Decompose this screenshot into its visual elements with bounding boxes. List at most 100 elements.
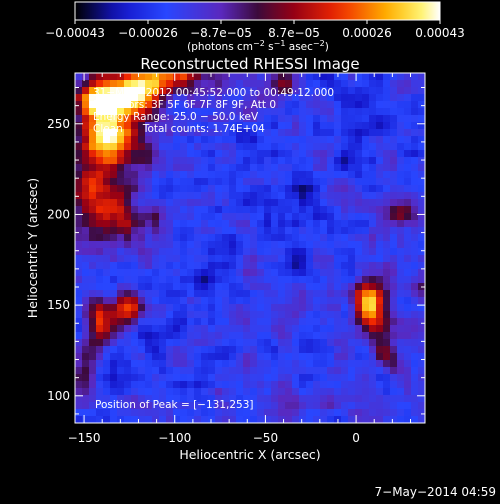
heatmap-cell — [348, 213, 356, 221]
heatmap-cell — [327, 374, 335, 382]
heatmap-cell — [103, 262, 111, 270]
heatmap-cell — [369, 94, 377, 102]
heatmap-cell — [278, 388, 286, 396]
heatmap-cell — [404, 311, 412, 319]
heatmap-cell — [201, 367, 209, 375]
heatmap-cell — [124, 122, 132, 130]
heatmap-cell — [215, 206, 223, 214]
heatmap-cell — [313, 297, 321, 305]
heatmap-cell — [306, 178, 314, 186]
heatmap-cell — [194, 199, 202, 207]
heatmap-cell — [397, 255, 405, 263]
heatmap-cell — [75, 290, 83, 298]
heatmap-cell — [131, 416, 139, 423]
colorbar-gradient — [74, 1, 441, 21]
heatmap-cell — [82, 185, 90, 193]
heatmap-cell — [383, 80, 391, 88]
heatmap-cell — [404, 388, 412, 396]
heatmap-cell — [383, 416, 391, 423]
heatmap-cell — [348, 234, 356, 242]
heatmap-cell — [152, 80, 160, 88]
heatmap-cell — [96, 388, 104, 396]
heatmap-cell — [194, 367, 202, 375]
heatmap-cell — [376, 101, 384, 109]
heatmap-cell — [145, 206, 153, 214]
heatmap-cell — [257, 339, 265, 347]
heatmap-cell — [124, 360, 132, 368]
heatmap-cell — [89, 346, 97, 354]
heatmap-cell — [369, 80, 377, 88]
heatmap-cell — [285, 276, 293, 284]
heatmap-cell — [299, 402, 307, 410]
heatmap-cell — [292, 108, 300, 116]
heatmap-cell — [131, 395, 139, 403]
heatmap-cell — [131, 409, 139, 417]
heatmap-cell — [299, 255, 307, 263]
heatmap-cell — [320, 409, 328, 417]
heatmap-cell — [82, 136, 90, 144]
heatmap-cell — [369, 150, 377, 158]
heatmap-cell — [201, 192, 209, 200]
heatmap-cell — [236, 388, 244, 396]
heatmap-cell — [201, 388, 209, 396]
heatmap-cell — [299, 136, 307, 144]
heatmap-cell — [110, 164, 118, 172]
heatmap-cell — [376, 241, 384, 249]
heatmap-cell — [285, 318, 293, 326]
heatmap-cell — [404, 290, 412, 298]
heatmap-cell — [257, 157, 265, 165]
heatmap-cell — [299, 332, 307, 340]
heatmap-cell — [96, 227, 104, 235]
heatmap-cell — [82, 192, 90, 200]
heatmap-cell — [376, 115, 384, 123]
heatmap-cell — [82, 283, 90, 291]
heatmap-cell — [236, 192, 244, 200]
heatmap-cell — [89, 206, 97, 214]
heatmap-cell — [131, 367, 139, 375]
heatmap-cell — [145, 262, 153, 270]
heatmap-cell — [166, 136, 174, 144]
heatmap-cell — [355, 283, 363, 291]
heatmap-cell — [334, 248, 342, 256]
heatmap-cell — [173, 304, 181, 312]
heatmap-cell — [376, 311, 384, 319]
heatmap-cell — [145, 150, 153, 158]
heatmap-cell — [418, 171, 425, 179]
heatmap-cell — [299, 297, 307, 305]
heatmap-cell — [222, 234, 230, 242]
heatmap-cell — [96, 129, 104, 137]
heatmap-cell — [89, 150, 97, 158]
heatmap-cell — [222, 101, 230, 109]
heatmap-cell — [173, 409, 181, 417]
heatmap-cell — [152, 115, 160, 123]
heatmap-cell — [334, 304, 342, 312]
heatmap-cell — [257, 220, 265, 228]
heatmap-cell — [348, 171, 356, 179]
heatmap-cell — [313, 101, 321, 109]
heatmap-cell — [201, 234, 209, 242]
heatmap-cell — [117, 101, 125, 109]
heatmap-cell — [299, 220, 307, 228]
heatmap-cell — [152, 101, 160, 109]
heatmap-cell — [152, 304, 160, 312]
heatmap-cell — [138, 150, 146, 158]
heatmap-cell — [145, 73, 153, 81]
heatmap-cell — [418, 332, 425, 340]
heatmap-cell — [187, 178, 195, 186]
heatmap-cell — [390, 290, 398, 298]
heatmap-cell — [341, 136, 349, 144]
heatmap-cell — [180, 388, 188, 396]
heatmap-cell — [264, 409, 272, 417]
heatmap-cell — [173, 283, 181, 291]
heatmap-cell — [82, 395, 90, 403]
heatmap-cell — [271, 234, 279, 242]
heatmap-cell — [187, 171, 195, 179]
heatmap-cell — [278, 360, 286, 368]
heatmap-cell — [145, 297, 153, 305]
heatmap-cell — [348, 346, 356, 354]
heatmap-cell — [194, 164, 202, 172]
heatmap-cell — [320, 311, 328, 319]
heatmap-cell — [285, 374, 293, 382]
heatmap-cell — [411, 101, 419, 109]
